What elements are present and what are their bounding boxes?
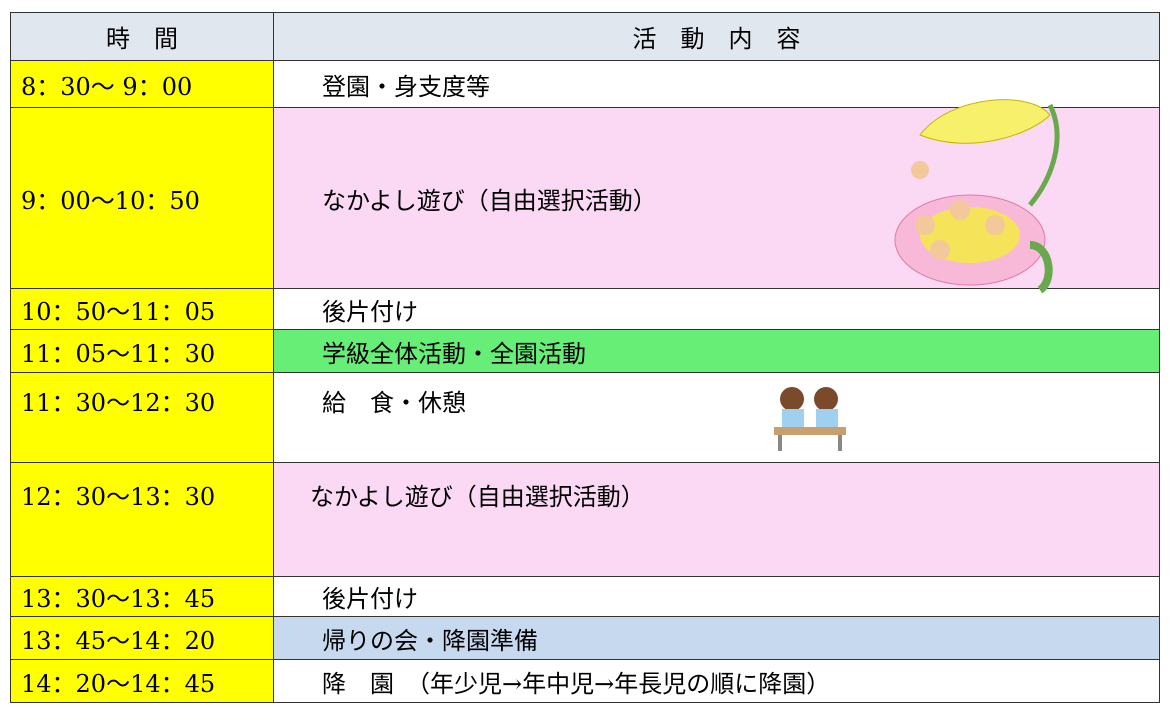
header-row: 時 間 活 動 内 容	[10, 12, 1160, 61]
activity-cell: 登園・身支度等	[273, 60, 1160, 108]
activity-cell: 後片付け	[273, 288, 1160, 330]
activity-cell: 後片付け	[273, 576, 1160, 617]
time-cell: 11：30～12：30	[10, 372, 274, 463]
activity-cell: 給 食・休憩	[273, 372, 1160, 463]
activity-cell: なかよし遊び（自由選択活動）	[273, 107, 1160, 289]
activity-cell: なかよし遊び（自由選択活動）	[273, 462, 1160, 577]
header-cell: 時 間	[10, 12, 274, 61]
time-cell: 10：50～11：05	[10, 288, 274, 330]
time-cell: 13：30～13：45	[10, 576, 274, 617]
schedule-table: 時 間 活 動 内 容 8：30～ 9：00 登園・身支度等 9：00～10：50…	[10, 12, 1160, 703]
schedule: 時 間 活 動 内 容 8：30～ 9：00 登園・身支度等 9：00～10：50…	[10, 12, 1160, 703]
activity-cell: 帰りの会・降園準備	[273, 616, 1160, 660]
time-cell: 9：00～10：50	[10, 107, 274, 289]
time-cell: 14：20～14：45	[10, 659, 274, 703]
time-cell: 13：45～14：20	[10, 616, 274, 660]
activity-cell: 降 園 （年少児→年中児→年長児の順に降園）	[273, 659, 1160, 703]
time-cell: 11：05～11：30	[10, 329, 274, 373]
activity-cell: 学級全体活動・全園活動	[273, 329, 1160, 373]
header-cell: 活 動 内 容	[273, 12, 1160, 61]
time-cell: 8：30～ 9：00	[10, 60, 274, 108]
time-cell: 12：30～13：30	[10, 462, 274, 577]
